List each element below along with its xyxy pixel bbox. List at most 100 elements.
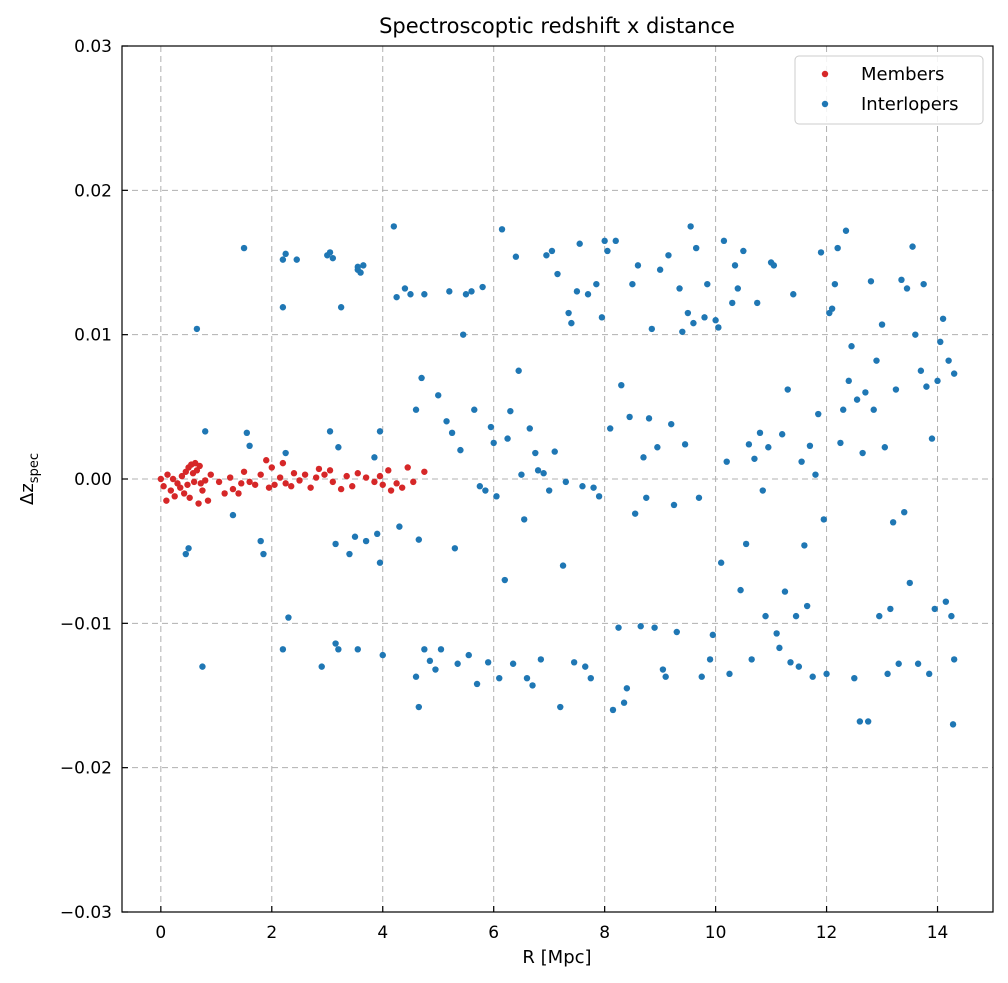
interloper-point: [498, 226, 506, 233]
interloper-point: [792, 612, 800, 620]
interloper-point: [246, 442, 253, 450]
member-point: [282, 480, 289, 487]
interloper-point: [257, 537, 264, 545]
interloper-point: [595, 493, 603, 500]
legend-label-interlopers: Interlopers: [861, 94, 959, 115]
x-tick-label: 2: [266, 923, 277, 943]
interloper-point: [448, 429, 456, 437]
member-point: [349, 483, 356, 490]
interloper-point: [407, 291, 414, 298]
interloper-point: [942, 598, 950, 605]
member-point: [190, 478, 198, 486]
interloper-point: [765, 444, 772, 451]
member-point: [177, 484, 184, 491]
interloper-point: [759, 487, 766, 494]
interloper-point: [848, 343, 855, 350]
member-point: [385, 467, 392, 474]
member-point: [221, 490, 228, 497]
member-point: [202, 477, 209, 484]
x-tick-label: 14: [927, 923, 949, 943]
interloper-point: [612, 237, 619, 245]
member-point: [235, 490, 242, 497]
interloper-point: [620, 699, 628, 706]
member-point: [240, 468, 248, 475]
interloper-point: [482, 487, 489, 494]
interloper-point: [601, 237, 608, 245]
member-point: [246, 478, 253, 486]
member-point: [268, 464, 275, 471]
interloper-point: [529, 682, 536, 689]
interloper-point: [335, 646, 342, 653]
interloper-point: [412, 673, 420, 680]
interloper-point: [631, 510, 639, 517]
member-point: [263, 457, 270, 464]
interloper-point: [590, 484, 597, 491]
interloper-point: [817, 249, 825, 256]
member-point: [290, 470, 298, 477]
interloper-point: [853, 396, 861, 403]
interloper-point: [496, 674, 503, 682]
interloper-point: [790, 291, 797, 298]
interloper-point: [457, 446, 464, 454]
interloper-point: [823, 670, 830, 678]
interloper-point: [949, 721, 957, 728]
interloper-point: [545, 487, 553, 494]
interloper-point: [840, 406, 847, 413]
interloper-point: [690, 319, 697, 327]
member-point: [337, 485, 345, 493]
interloper-point: [393, 293, 400, 301]
x-tick-label: 4: [377, 923, 388, 943]
member-point: [326, 467, 334, 474]
interloper-point: [834, 244, 841, 252]
member-point: [265, 484, 273, 491]
interloper-point: [318, 663, 325, 670]
interloper-point: [926, 670, 933, 678]
member-point: [315, 465, 323, 473]
interloper-point: [285, 614, 292, 621]
interloper-point: [681, 441, 689, 448]
interloper-point: [662, 673, 669, 680]
interloper-point: [742, 540, 750, 548]
interloper-point: [948, 612, 955, 620]
interloper-point: [798, 458, 805, 465]
interloper-point: [648, 325, 656, 333]
x-tick-label: 8: [599, 923, 610, 943]
member-point: [410, 478, 417, 486]
member-point: [207, 471, 214, 478]
interloper-point: [432, 666, 439, 673]
interloper-point: [859, 449, 866, 457]
interloper-point: [795, 663, 803, 670]
interloper-point: [864, 718, 872, 725]
interloper-point: [354, 646, 361, 653]
member-point: [195, 500, 202, 507]
interloper-point: [787, 659, 794, 666]
interloper-point: [557, 703, 564, 711]
interloper-point: [193, 325, 201, 333]
interloper-point: [421, 291, 428, 298]
interloper-point: [493, 493, 500, 500]
interloper-point: [609, 706, 617, 714]
x-axis-label: R [Mpc]: [522, 947, 591, 968]
y-tick-label: 0.01: [74, 326, 112, 346]
interloper-point: [670, 501, 678, 509]
interloper-point: [501, 576, 508, 584]
interloper-point: [376, 559, 384, 566]
member-point: [226, 474, 234, 481]
interloper-point: [873, 357, 880, 364]
interloper-point: [751, 455, 758, 462]
member-point: [343, 472, 350, 480]
interloper-point: [326, 249, 334, 256]
member-point: [186, 494, 193, 501]
interloper-point: [357, 269, 364, 276]
interloper-point: [543, 252, 550, 259]
interloper-point: [329, 254, 337, 262]
interloper-point: [806, 442, 814, 450]
interloper-point: [282, 250, 289, 258]
member-point: [279, 459, 287, 467]
interloper-point: [540, 470, 547, 477]
interloper-point: [887, 605, 894, 613]
interloper-point: [579, 483, 586, 490]
interloper-point: [776, 644, 783, 652]
x-tick-label: 12: [816, 923, 838, 943]
